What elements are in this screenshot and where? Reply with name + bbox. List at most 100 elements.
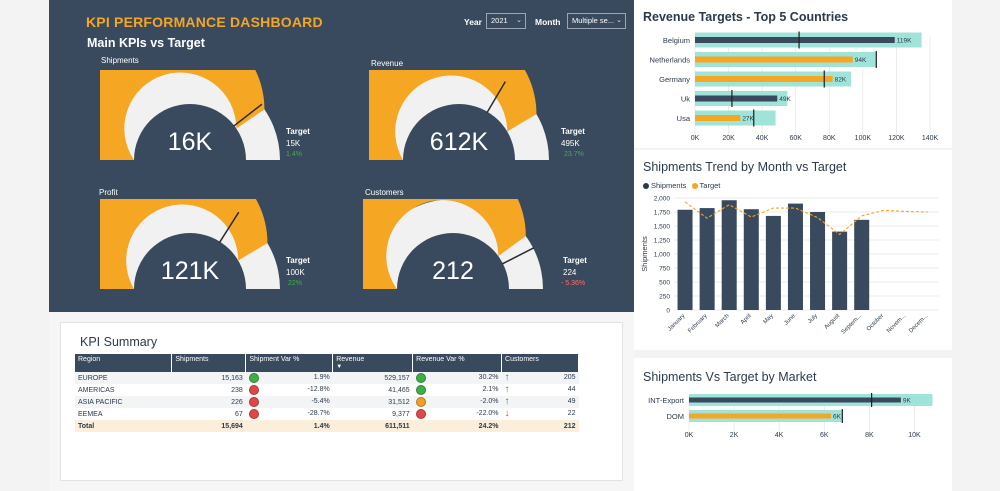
axis-tick-label: 100K bbox=[855, 135, 872, 142]
revenue-gauge bbox=[369, 70, 549, 160]
market-title: Shipments Vs Target by Market bbox=[643, 370, 817, 384]
category-label: Usa bbox=[677, 114, 691, 123]
y-tick-label: 1,250 bbox=[654, 238, 671, 245]
value-bar bbox=[695, 95, 778, 102]
x-tick-label: February bbox=[687, 313, 708, 334]
variance-cell: -2.0% bbox=[412, 396, 502, 408]
variance-cell: 24.2% bbox=[412, 420, 502, 432]
kpi-subtitle: Main KPIs vs Target bbox=[87, 36, 205, 50]
y-tick-label: 250 bbox=[659, 294, 670, 301]
month-dropdown[interactable]: Multiple se... ⌄ bbox=[567, 13, 626, 29]
table-row[interactable]: EUROPE 15,163 1.9% 529,157 30.2% ↑ 205 bbox=[75, 372, 579, 384]
status-indicator-icon bbox=[415, 373, 426, 383]
variance-value: -2.0% bbox=[480, 398, 499, 405]
x-tick-label: Novem... bbox=[886, 313, 907, 334]
column-header-sorted[interactable]: Revenue ▼ bbox=[332, 354, 414, 372]
sort-desc-icon: ▼ bbox=[336, 364, 343, 370]
column-header[interactable]: Shipment Var % bbox=[245, 354, 334, 372]
region-cell: ASIA PACIFIC bbox=[75, 396, 172, 408]
total-row: Total 15,694 1.4% 611,511 24.2% 212 bbox=[75, 420, 579, 432]
year-dropdown[interactable]: 2021 ⌄ bbox=[486, 13, 526, 29]
category-label: DOM bbox=[667, 412, 685, 421]
table-row[interactable]: EEMEA 67 -28.7% 9,377 -22.0% ↓ 22 bbox=[75, 408, 579, 420]
column-header[interactable]: Revenue Var % bbox=[412, 354, 503, 372]
variance-cell: -12.8% bbox=[245, 384, 333, 396]
x-tick-label: August bbox=[824, 313, 842, 331]
y-tick-label: 0 bbox=[666, 308, 670, 315]
gauge-target-marker bbox=[486, 81, 506, 114]
status-indicator-icon bbox=[415, 385, 426, 395]
status-indicator-icon bbox=[248, 409, 259, 419]
axis-tick-label: 0K bbox=[691, 135, 700, 142]
status-indicator-icon bbox=[415, 397, 426, 407]
shipments-bar bbox=[743, 209, 759, 310]
month-dropdown-value: Multiple se... bbox=[572, 16, 615, 25]
column-header[interactable]: Region bbox=[75, 354, 173, 372]
variance-value: -12.8% bbox=[307, 386, 330, 393]
customers-value: 44 bbox=[567, 386, 576, 393]
y-tick-label: 1,000 bbox=[654, 252, 671, 259]
axis-tick-label: 0K bbox=[685, 432, 694, 439]
shipments-bar bbox=[721, 200, 737, 310]
legend-label-target: Target bbox=[699, 181, 721, 190]
axis-tick-label: 2K bbox=[730, 432, 739, 439]
gauge-target-value: 100K bbox=[286, 268, 305, 277]
year-filter-label: Year bbox=[464, 17, 482, 27]
category-label: Netherlands bbox=[650, 56, 691, 65]
gauge-label-profit: Profit bbox=[99, 188, 118, 197]
data-label: 82K bbox=[835, 77, 847, 84]
market-chart: 0K 2K 4K 6K 8K 10K INT-Export 9K DOM 6K bbox=[648, 393, 933, 439]
gauge-target-label: Target bbox=[286, 127, 310, 136]
shipments-gauge bbox=[100, 70, 280, 160]
gauge-variance: 22% bbox=[288, 280, 303, 287]
y-tick-label: 1,500 bbox=[654, 224, 671, 231]
revenue-cell: 31,512 bbox=[332, 396, 413, 408]
column-header[interactable]: Shipments bbox=[171, 354, 247, 372]
target-line bbox=[684, 201, 928, 236]
axis-tick-label: 10K bbox=[908, 432, 921, 439]
axis-tick-label: 20K bbox=[722, 135, 735, 142]
revenue-cell: 611,511 bbox=[332, 420, 413, 432]
variance-value: -5.4% bbox=[311, 398, 330, 405]
gauge-target-marker bbox=[232, 103, 263, 127]
variance-value: -22.0% bbox=[476, 410, 499, 417]
dashboard-title: KPI PERFORMANCE DASHBOARD bbox=[86, 14, 323, 30]
table-row[interactable]: AMERICAS 238 -12.8% 41,465 2.1% ↑ 44 bbox=[75, 384, 579, 396]
y-tick-label: 2,000 bbox=[654, 196, 671, 203]
axis-tick-label: 4K bbox=[775, 432, 784, 439]
data-label: 27K bbox=[742, 116, 754, 123]
x-tick-label: April bbox=[740, 313, 753, 326]
category-label: Belgium bbox=[663, 36, 690, 45]
x-tick-label: May bbox=[763, 313, 775, 325]
y-axis-label: Shipments bbox=[640, 236, 649, 272]
gauge-fill bbox=[369, 70, 537, 160]
category-label: Uk bbox=[681, 95, 690, 104]
table-row[interactable]: ASIA PACIFIC 226 -5.4% 31,512 -2.0% ↑ 49 bbox=[75, 396, 579, 408]
data-label: 9K bbox=[903, 398, 912, 405]
gauge-target-value: 495K bbox=[561, 139, 580, 148]
shipments-trend-card: Shipments Trend by Month vs Target Shipm… bbox=[634, 150, 952, 350]
shipments-trend-title: Shipments Trend by Month vs Target bbox=[643, 160, 847, 174]
market-card: Shipments Vs Target by Market 0K 2K 4K 6K 8K… bbox=[634, 358, 952, 491]
shipments-trend-chart: 0 250 500 750 1,000 1,250 1,500 1,750 2,000 Shipm… bbox=[640, 196, 939, 336]
column-header[interactable]: Customers bbox=[501, 354, 579, 372]
gauge-value-profit: 121K bbox=[160, 257, 220, 285]
gauge-value-customers: 212 bbox=[432, 257, 474, 285]
axis-tick-label: 80K bbox=[823, 135, 836, 142]
x-tick-label: June bbox=[783, 313, 797, 327]
y-tick-label: 1,750 bbox=[654, 210, 671, 217]
data-label: 49K bbox=[779, 96, 791, 103]
revenue-targets-title: Revenue Targets - Top 5 Countries bbox=[643, 10, 849, 24]
gauge-variance: - 5.36% bbox=[561, 280, 586, 287]
shipments-bar bbox=[765, 215, 781, 310]
gauge-label-revenue: Revenue bbox=[371, 59, 404, 68]
shipments-bar bbox=[854, 219, 870, 310]
gauge-target-label: Target bbox=[561, 127, 585, 136]
x-tick-label: October bbox=[866, 313, 885, 332]
variance-cell: 1.4% bbox=[245, 420, 333, 432]
column-header-label: Revenue bbox=[336, 356, 365, 363]
value-bar bbox=[695, 76, 833, 82]
y-tick-label: 750 bbox=[659, 266, 670, 273]
legend-label-shipments: Shipments bbox=[651, 181, 687, 190]
